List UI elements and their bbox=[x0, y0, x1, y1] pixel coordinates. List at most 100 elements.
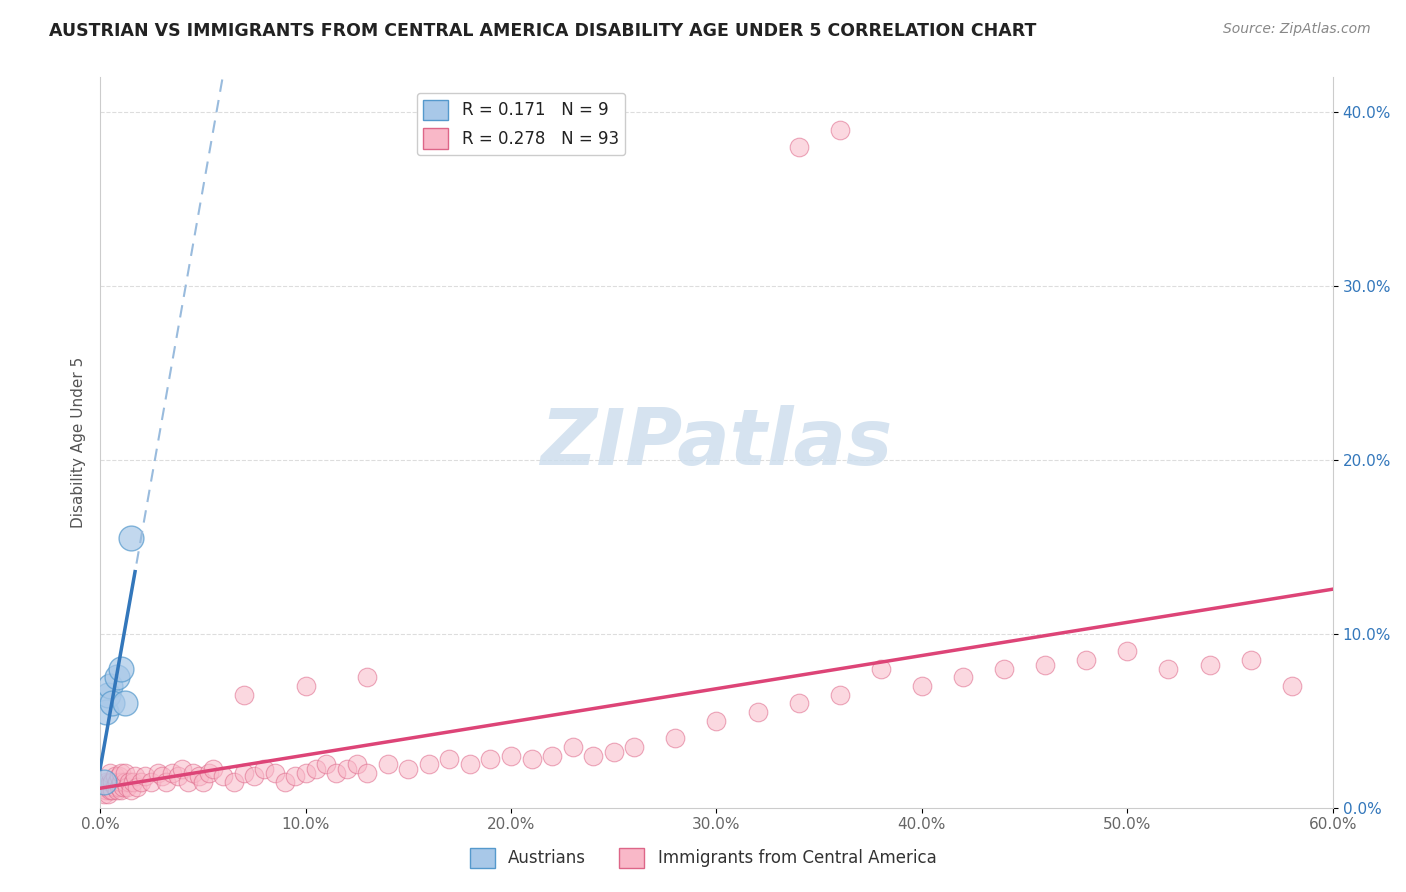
Point bbox=[110, 765, 132, 780]
Point bbox=[274, 774, 297, 789]
Point bbox=[96, 705, 118, 719]
Point bbox=[911, 679, 934, 693]
Point bbox=[167, 769, 190, 783]
Point bbox=[1239, 653, 1261, 667]
Point bbox=[100, 765, 122, 780]
Point bbox=[869, 662, 891, 676]
Point bbox=[828, 688, 851, 702]
Point bbox=[105, 783, 128, 797]
Point bbox=[96, 783, 118, 797]
Point bbox=[396, 763, 419, 777]
Point bbox=[623, 739, 645, 754]
Point bbox=[952, 670, 974, 684]
Point bbox=[134, 769, 156, 783]
Point bbox=[202, 763, 225, 777]
Point bbox=[101, 783, 124, 797]
Point bbox=[105, 670, 128, 684]
Point bbox=[141, 774, 163, 789]
Point bbox=[103, 769, 125, 783]
Point bbox=[93, 780, 115, 794]
Point bbox=[124, 769, 146, 783]
Point bbox=[747, 705, 769, 719]
Point bbox=[118, 774, 141, 789]
Point bbox=[336, 763, 359, 777]
Point bbox=[111, 780, 134, 794]
Point bbox=[97, 688, 120, 702]
Legend: Austrians, Immigrants from Central America: Austrians, Immigrants from Central Ameri… bbox=[463, 841, 943, 875]
Point bbox=[828, 122, 851, 136]
Point bbox=[263, 765, 285, 780]
Point bbox=[114, 774, 136, 789]
Point bbox=[107, 780, 129, 794]
Point bbox=[356, 670, 378, 684]
Point bbox=[114, 697, 136, 711]
Point bbox=[107, 769, 129, 783]
Point bbox=[993, 662, 1015, 676]
Point bbox=[187, 769, 209, 783]
Point bbox=[1281, 679, 1303, 693]
Point bbox=[172, 763, 194, 777]
Point bbox=[520, 752, 543, 766]
Point bbox=[127, 780, 149, 794]
Point bbox=[253, 763, 276, 777]
Point bbox=[325, 765, 347, 780]
Point bbox=[114, 765, 136, 780]
Point bbox=[100, 679, 122, 693]
Point bbox=[198, 765, 221, 780]
Point bbox=[541, 748, 564, 763]
Point bbox=[129, 774, 152, 789]
Text: Source: ZipAtlas.com: Source: ZipAtlas.com bbox=[1223, 22, 1371, 37]
Point bbox=[181, 765, 204, 780]
Point bbox=[177, 774, 200, 789]
Point bbox=[110, 774, 132, 789]
Point bbox=[1157, 662, 1180, 676]
Point bbox=[100, 783, 122, 797]
Point bbox=[243, 769, 266, 783]
Point bbox=[150, 769, 173, 783]
Point bbox=[222, 774, 245, 789]
Point bbox=[1033, 658, 1056, 673]
Point bbox=[561, 739, 583, 754]
Point bbox=[315, 757, 337, 772]
Point bbox=[97, 780, 120, 794]
Point bbox=[232, 765, 254, 780]
Point bbox=[603, 745, 626, 759]
Point bbox=[212, 769, 235, 783]
Point bbox=[582, 748, 605, 763]
Legend: R = 0.171   N = 9, R = 0.278   N = 93: R = 0.171 N = 9, R = 0.278 N = 93 bbox=[416, 93, 626, 155]
Text: ZIPatlas: ZIPatlas bbox=[540, 405, 893, 481]
Point bbox=[418, 757, 440, 772]
Point bbox=[191, 774, 214, 789]
Point bbox=[294, 765, 316, 780]
Point bbox=[479, 752, 502, 766]
Point bbox=[120, 531, 142, 545]
Point bbox=[232, 688, 254, 702]
Point bbox=[458, 757, 481, 772]
Point bbox=[439, 752, 461, 766]
Point bbox=[305, 763, 328, 777]
Point bbox=[110, 783, 132, 797]
Point bbox=[97, 787, 120, 801]
Point bbox=[1116, 644, 1139, 658]
Point bbox=[377, 757, 399, 772]
Point bbox=[1198, 658, 1220, 673]
Point bbox=[499, 748, 522, 763]
Point bbox=[787, 140, 810, 154]
Point bbox=[105, 774, 128, 789]
Point bbox=[664, 731, 686, 746]
Point bbox=[122, 774, 145, 789]
Point bbox=[1076, 653, 1098, 667]
Point bbox=[294, 679, 316, 693]
Y-axis label: Disability Age Under 5: Disability Age Under 5 bbox=[72, 357, 86, 528]
Point bbox=[120, 783, 142, 797]
Point bbox=[93, 787, 115, 801]
Point bbox=[160, 765, 183, 780]
Point bbox=[96, 774, 118, 789]
Point bbox=[706, 714, 728, 728]
Point bbox=[93, 774, 115, 789]
Point bbox=[155, 774, 177, 789]
Point bbox=[101, 774, 124, 789]
Point bbox=[787, 697, 810, 711]
Point bbox=[101, 697, 124, 711]
Point bbox=[284, 769, 307, 783]
